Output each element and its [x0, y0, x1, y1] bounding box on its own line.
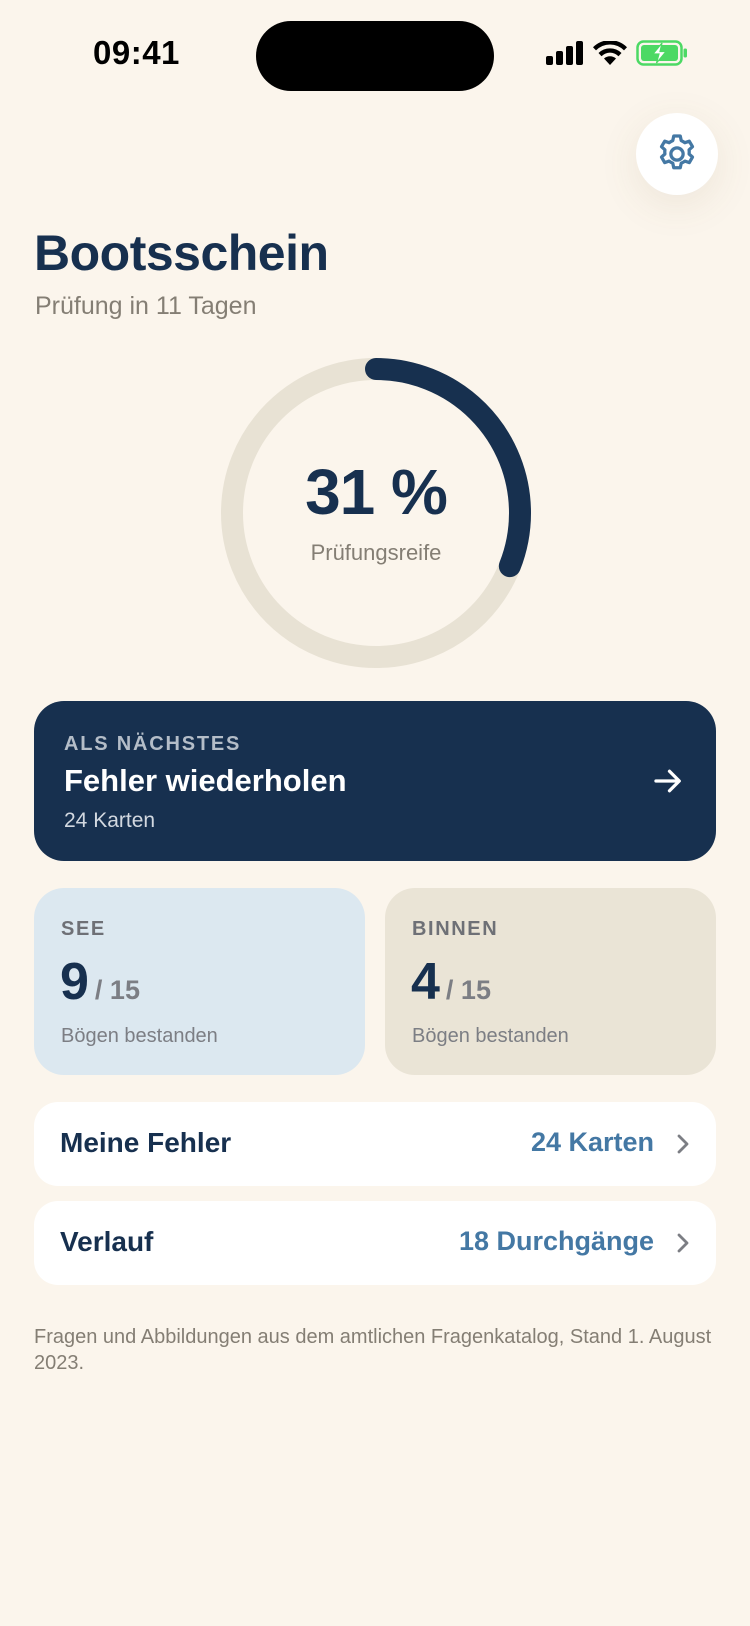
see-stat-card[interactable]: SEE 9 / 15 Bögen bestanden [34, 888, 365, 1075]
binnen-value-row: 4 / 15 [411, 952, 491, 1012]
page-title: Bootsschein [34, 225, 329, 281]
chevron-right-icon [677, 1233, 689, 1253]
see-value-row: 9 / 15 [60, 952, 140, 1012]
source-footnote: Fragen und Abbildungen aus dem amtlichen… [34, 1326, 712, 1374]
arrow-right-icon [654, 769, 681, 793]
binnen-total: / 15 [445, 975, 491, 1005]
cellular-signal-icon [546, 41, 583, 65]
binnen-caption: Bögen bestanden [412, 1025, 569, 1047]
see-total: / 15 [94, 975, 140, 1005]
chevron-right-icon [677, 1134, 689, 1154]
next-action-card[interactable]: ALS NÄCHSTES Fehler wiederholen 24 Karte… [34, 701, 716, 861]
see-passed-count: 9 [60, 953, 89, 1011]
my-errors-label: Meine Fehler [60, 1127, 232, 1158]
readiness-label: Prüfungsreife [310, 540, 442, 565]
battery-charging-icon [636, 40, 687, 66]
wifi-icon [593, 41, 627, 65]
next-eyebrow: ALS NÄCHSTES [64, 733, 242, 755]
binnen-passed-count: 4 [411, 953, 440, 1011]
history-count: 18 Durchgänge [458, 1226, 654, 1256]
settings-button[interactable] [636, 113, 718, 195]
readiness-percent: 31 % [305, 456, 448, 528]
binnen-stat-card[interactable]: BINNEN 4 / 15 Bögen bestanden [385, 888, 716, 1075]
status-bar: 09:41 [0, 0, 750, 100]
see-caption: Bögen bestanden [61, 1025, 218, 1047]
next-title: Fehler wiederholen [64, 763, 347, 798]
history-row[interactable]: Verlauf 18 Durchgänge [34, 1201, 716, 1285]
my-errors-count: 24 Karten [530, 1127, 654, 1157]
binnen-label: BINNEN [412, 918, 499, 940]
my-errors-row[interactable]: Meine Fehler 24 Karten [34, 1102, 716, 1186]
exam-countdown: Prüfung in 11 Tagen [35, 292, 257, 320]
readiness-ring: 31 % Prüfungsreife [220, 357, 532, 669]
gear-icon [659, 134, 695, 170]
ring-progress [221, 358, 531, 668]
status-time: 09:41 [93, 34, 180, 71]
status-icons [546, 40, 688, 66]
see-label: SEE [61, 918, 106, 940]
dynamic-island [256, 21, 494, 91]
history-label: Verlauf [60, 1226, 154, 1257]
next-card-count: 24 Karten [64, 809, 156, 832]
